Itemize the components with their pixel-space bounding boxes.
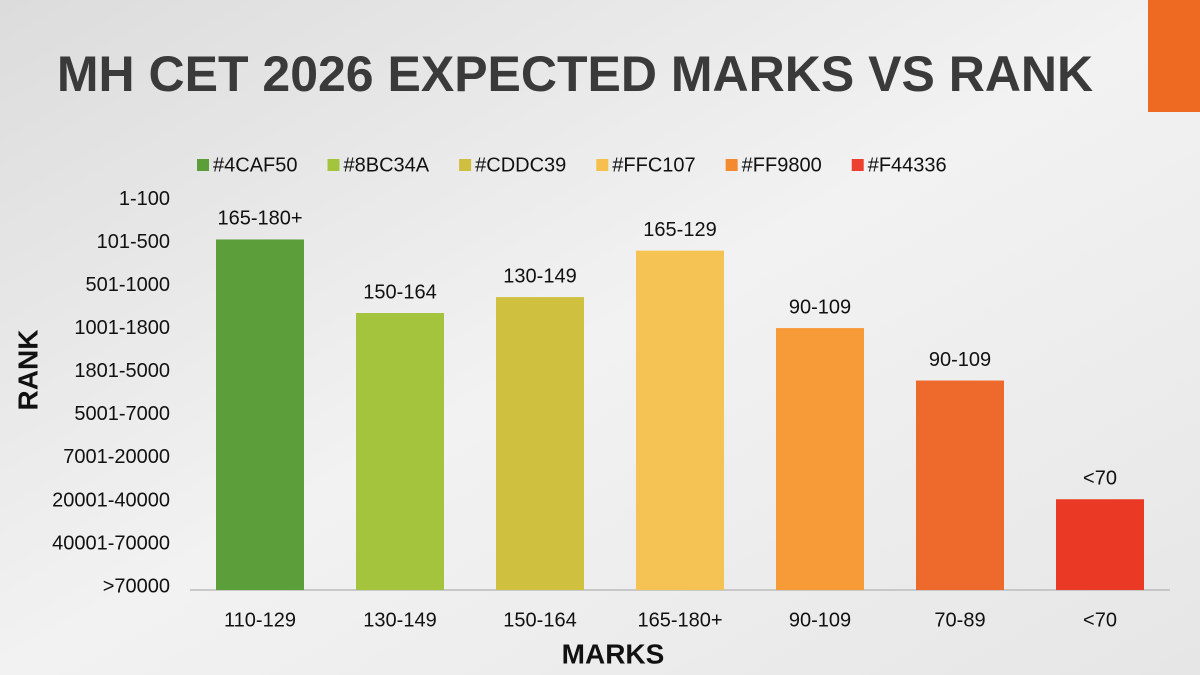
- bar: [496, 297, 584, 590]
- y-tick-label: 20001-40000: [52, 489, 170, 511]
- legend-swatch: [459, 159, 472, 171]
- x-axis-label: MARKS: [562, 638, 665, 669]
- y-tick-label: 501-1000: [85, 274, 170, 296]
- bar-label: 130-149: [503, 265, 576, 287]
- chart-title: MH CET 2026 EXPECTED MARKS VS RANK: [57, 46, 1093, 102]
- bar-label: <70: [1083, 468, 1117, 490]
- bar-label: 150-164: [363, 281, 436, 303]
- x-tick-label: 165-180+: [637, 609, 722, 631]
- legend-swatch: [596, 159, 609, 171]
- x-tick-label: 70-89: [934, 609, 985, 631]
- bar: [216, 239, 304, 590]
- y-tick-label: 101-500: [97, 231, 170, 253]
- legend-label: #4CAF50: [213, 154, 298, 176]
- y-tick-label: 1001-1800: [74, 317, 170, 339]
- corner-accent: [1148, 0, 1200, 112]
- legend-label: #FFC107: [612, 154, 695, 176]
- y-tick-label: 7001-20000: [63, 446, 170, 468]
- y-tick-label: 1-100: [119, 188, 170, 210]
- bar: [636, 250, 724, 591]
- legend-swatch: [197, 159, 209, 171]
- bar: [916, 380, 1004, 590]
- x-tick-label: 110-129: [224, 609, 296, 631]
- y-tick-label: 1801-5000: [74, 360, 170, 382]
- bar: [356, 313, 444, 590]
- legend-swatch: [327, 159, 340, 171]
- legend-label: #FF9800: [742, 154, 822, 176]
- bar-label: 165-180+: [217, 208, 302, 230]
- x-tick-label: 130-149: [363, 609, 436, 631]
- x-tick-label: 150-164: [503, 609, 576, 631]
- x-tick-label: <70: [1083, 609, 1117, 631]
- y-tick-label: 5001-7000: [74, 403, 170, 425]
- bar-label: 165-129: [643, 219, 716, 241]
- legend-swatch: [725, 159, 738, 171]
- bar: [1056, 499, 1144, 590]
- bar-label: 90-109: [789, 296, 851, 318]
- bar: [776, 328, 864, 590]
- legend-label: #CDDC39: [475, 154, 566, 176]
- y-tick-label: 40001-70000: [52, 532, 170, 554]
- legend-label: #F44336: [868, 154, 947, 176]
- legend-swatch: [851, 159, 864, 171]
- bar-label: 90-109: [929, 349, 991, 371]
- legend-label: #8BC34A: [344, 154, 430, 176]
- y-tick-label: >70000: [103, 575, 170, 597]
- y-axis-label: RANK: [12, 330, 43, 411]
- x-tick-label: 90-109: [789, 609, 851, 631]
